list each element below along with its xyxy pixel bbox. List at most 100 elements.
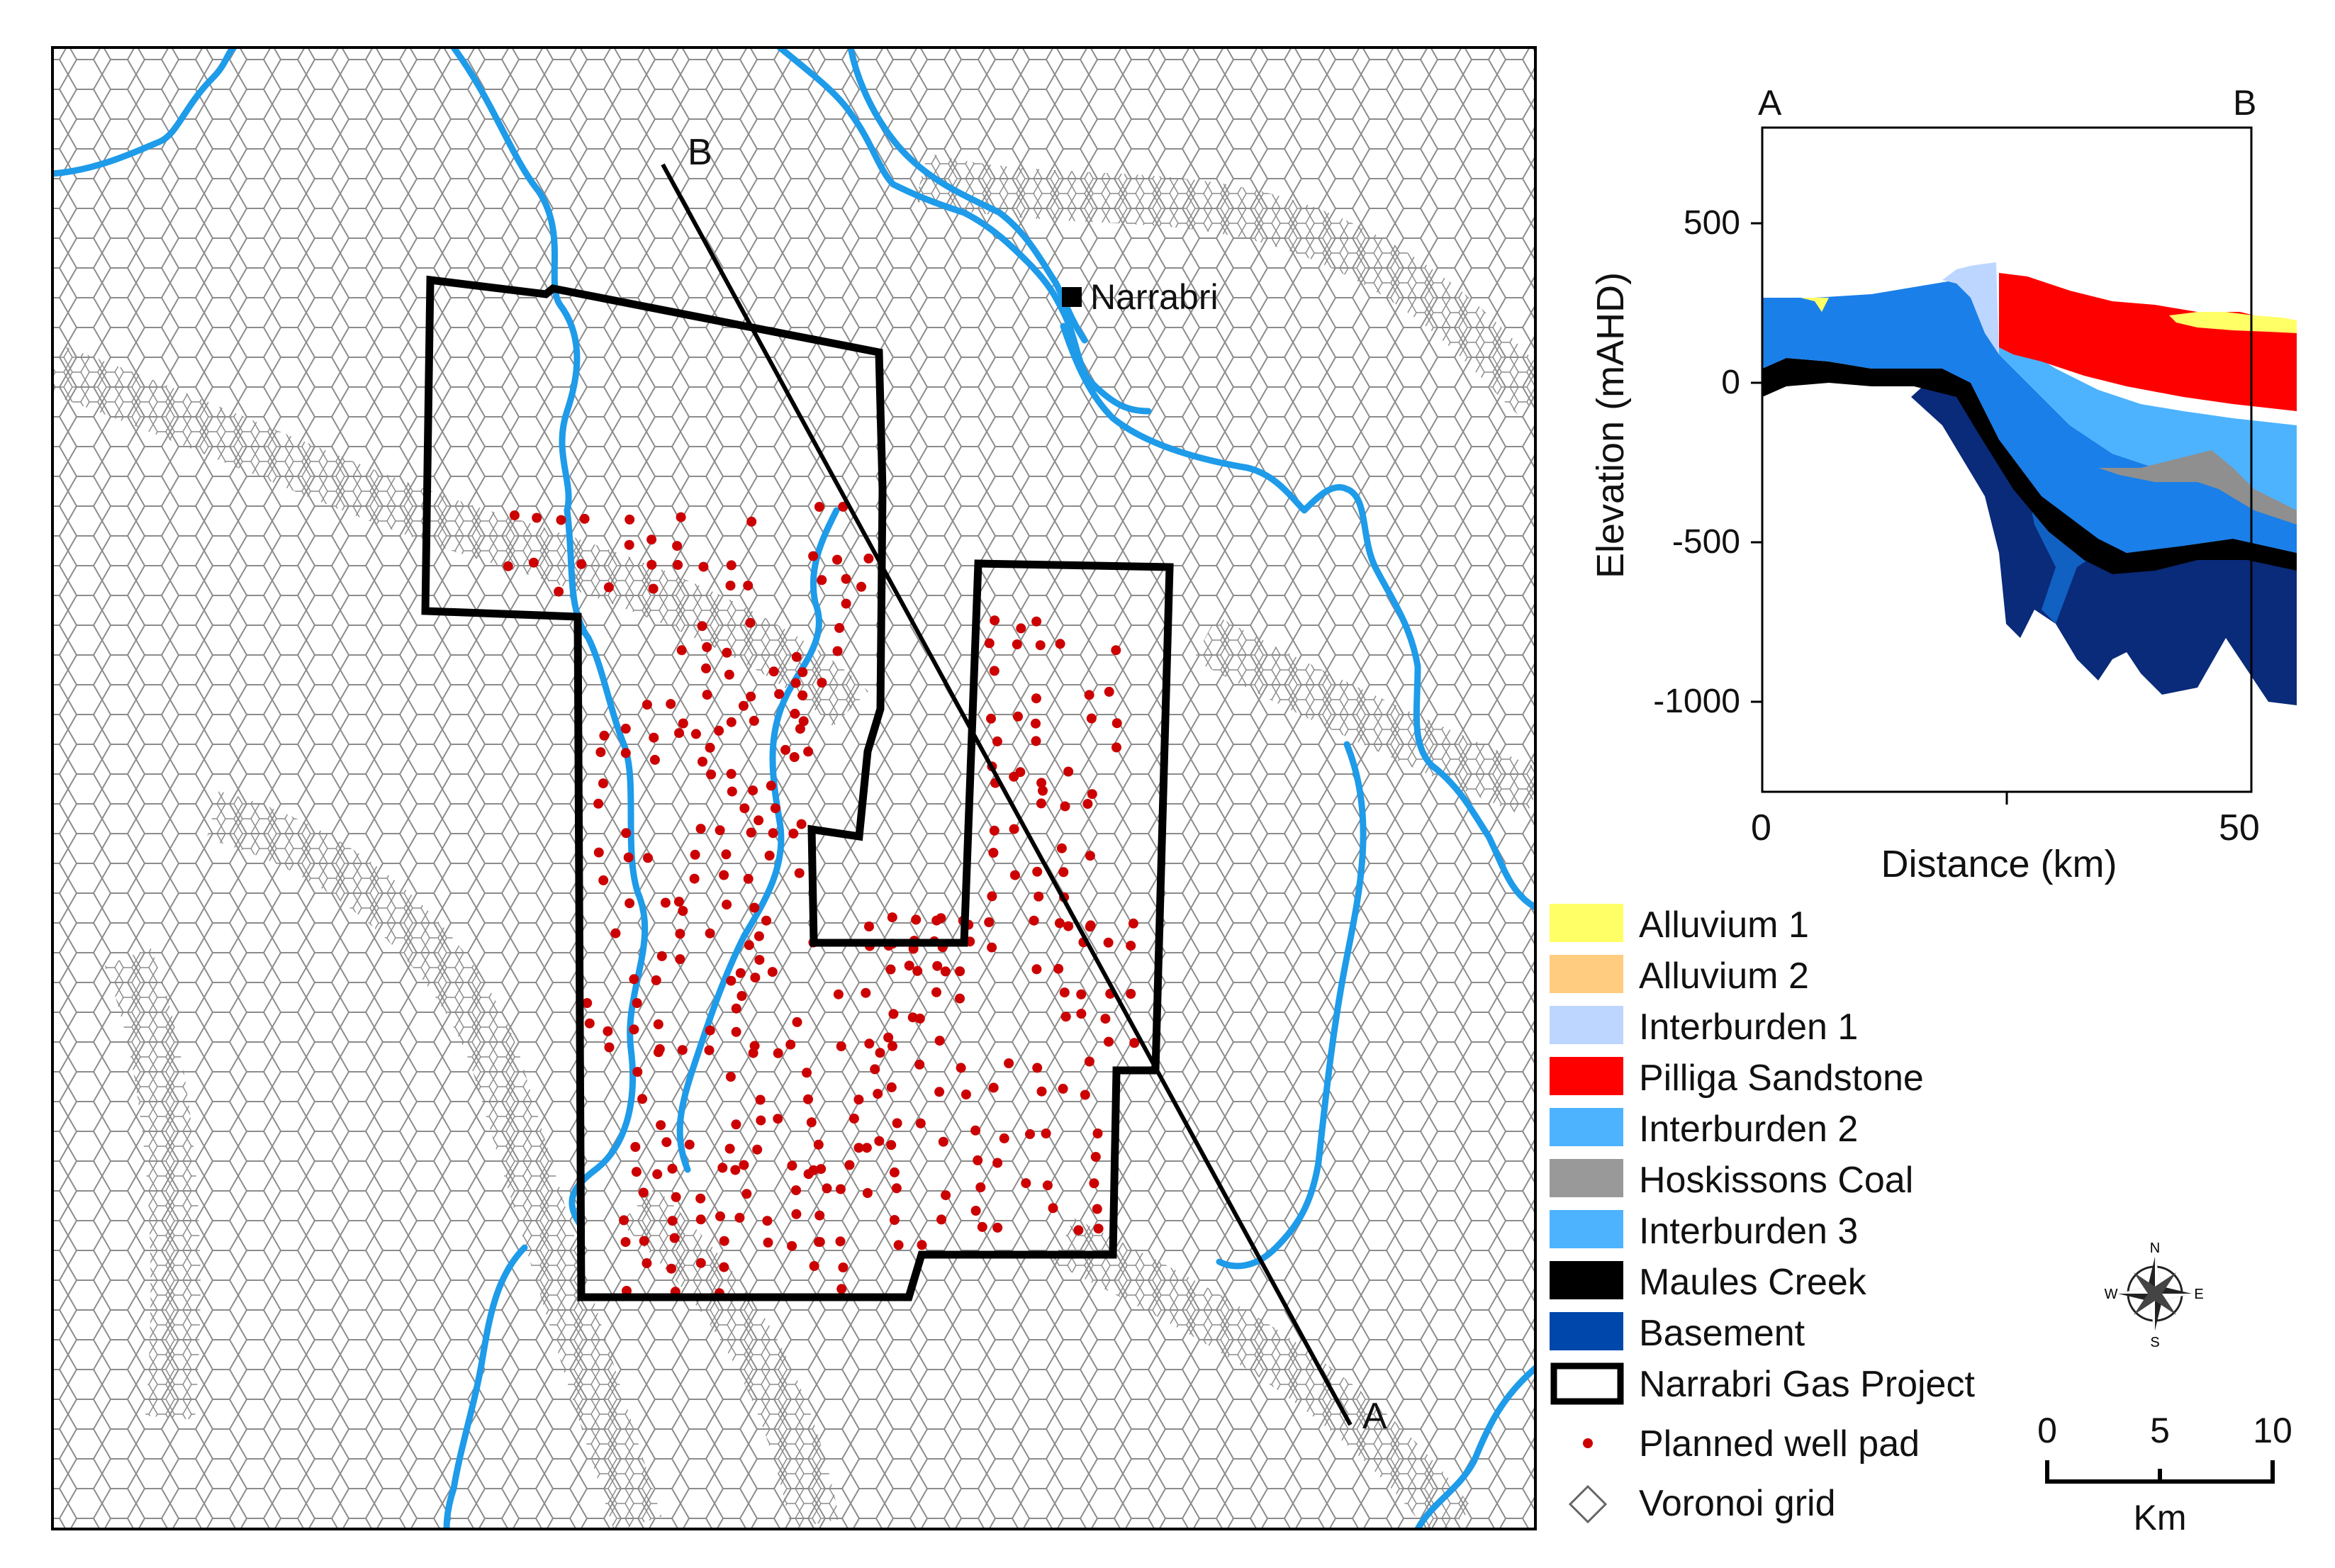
well-pad-dot: [722, 900, 732, 910]
well-pad-dot: [977, 1221, 987, 1232]
legend-swatch-maules-creek: [1550, 1261, 1623, 1299]
well-pad-dot: [1111, 718, 1122, 729]
well-pad-dot: [731, 1119, 741, 1130]
well-pad-dot: [675, 954, 685, 965]
well-pad-dot: [620, 723, 631, 734]
well-pad-dot: [833, 989, 844, 999]
well-pad-dot: [975, 1182, 986, 1192]
legend: Alluvium 1 Alluvium 2 Interburden 1 Pill…: [1550, 904, 1975, 1524]
well-pad-dot: [861, 987, 871, 998]
well-pad-dot: [987, 942, 997, 953]
well-pad-dot: [749, 902, 760, 913]
well-pad-dot: [725, 1072, 736, 1082]
well-pad-dot: [1060, 1012, 1071, 1022]
well-pad-dot: [625, 898, 635, 909]
well-pad-dot: [746, 691, 756, 702]
well-pad-dot: [889, 1215, 900, 1225]
well-pad-dot: [934, 1036, 945, 1046]
well-pad-dot: [822, 1183, 832, 1194]
legend-label-planned-well-pad: Planned well pad: [1639, 1423, 1920, 1465]
well-pad-dot: [724, 669, 734, 680]
well-pad-dot: [727, 786, 737, 797]
well-pad-dot: [660, 897, 671, 908]
well-pad-dot: [725, 581, 736, 591]
well-pad-dot: [1056, 843, 1067, 853]
well-pad-dot: [1076, 989, 1087, 999]
legend-swatch-pilliga-sandstone: [1550, 1057, 1623, 1095]
well-pad-dot: [651, 975, 661, 985]
scale-unit: Km: [2134, 1498, 2187, 1538]
well-pad-dot: [955, 966, 965, 977]
well-pad-dot: [763, 1237, 773, 1248]
well-pad-dot: [576, 559, 587, 569]
well-pad-dot: [932, 961, 943, 971]
well-pad-dot: [1025, 1129, 1035, 1139]
well-pad-dot: [887, 1041, 897, 1051]
well-pad-dot: [739, 1160, 749, 1170]
well-pad-dot: [695, 1193, 706, 1204]
legend-label-interburden-1: Interburden 1: [1639, 1007, 1858, 1048]
compass-north: N: [2150, 1241, 2160, 1256]
legend-label-pilliga-sandstone: Pilliga Sandstone: [1639, 1058, 1924, 1099]
well-pad-dot: [1092, 1204, 1102, 1214]
legend-label-interburden-3: Interburden 3: [1639, 1211, 1858, 1252]
well-pad-dot: [936, 1214, 946, 1225]
well-pad-dot: [730, 1165, 741, 1175]
well-pad-dot: [791, 1209, 802, 1219]
well-pad-dot: [666, 1263, 677, 1274]
y-tick-minus-1000: -1000: [1653, 683, 1740, 720]
well-pad-dot: [734, 1212, 745, 1223]
well-pad-dot: [808, 551, 819, 561]
well-pad-dot: [676, 645, 687, 656]
legend-item-narrabri-gas-project: Narrabri Gas Project: [1550, 1362, 1975, 1405]
well-pad-dot: [698, 756, 707, 767]
well-pad-dot: [790, 678, 801, 688]
well-pad-dot: [735, 968, 746, 978]
well-pad-dot: [674, 728, 684, 739]
well-pad-dot: [672, 541, 683, 551]
well-pad-dot: [726, 975, 737, 986]
well-pad-dot: [970, 1206, 981, 1216]
well-pad-dot: [817, 575, 827, 586]
well-pad-dot: [673, 559, 683, 570]
well-pad-dot: [593, 798, 604, 809]
well-pad-dot: [986, 713, 996, 724]
well-pad-dot: [702, 642, 712, 652]
cross-section-layers: [1762, 262, 2297, 705]
well-pad-dot: [532, 513, 542, 523]
well-pad-dot: [717, 1163, 728, 1173]
well-pad-dot: [915, 1118, 926, 1129]
well-pad-dot: [834, 622, 845, 633]
well-pad-dot: [836, 1284, 847, 1294]
well-pad-dot: [794, 868, 805, 878]
well-pad-dot: [624, 539, 634, 550]
narrabri-town-label: Narrabri: [1090, 277, 1219, 317]
well-pad-dot: [861, 1143, 872, 1153]
well-pad-dot: [1036, 778, 1047, 788]
well-pad-dot: [885, 964, 896, 975]
well-pad-dot: [631, 1167, 642, 1177]
well-pad-dot: [1080, 1090, 1090, 1100]
legend-item-pilliga-sandstone: Pilliga Sandstone: [1550, 1057, 1924, 1099]
compass-rose-icon: N S E W: [2105, 1241, 2204, 1350]
well-pad-dot: [643, 853, 653, 863]
well-pad-dot: [603, 1026, 613, 1036]
well-pad-dot: [749, 715, 759, 726]
well-pad-dot: [1029, 915, 1039, 926]
well-pad-dot: [856, 581, 866, 592]
well-pad-dot: [970, 1125, 981, 1136]
well-pad-dot: [642, 700, 652, 710]
well-pad-dot: [604, 1042, 615, 1053]
well-pad-dot: [739, 803, 750, 814]
layer-alluvium-1: [1801, 298, 2297, 333]
well-pad-dot: [1009, 870, 1020, 880]
legend-swatch-hoskissons-coal: [1550, 1159, 1623, 1197]
well-pad-dot: [931, 915, 942, 926]
well-pad-dot: [1093, 1223, 1104, 1234]
well-pad-dot: [656, 1120, 666, 1131]
well-pad-dot: [806, 1117, 817, 1128]
well-pad-dot: [750, 973, 761, 983]
well-pad-dot: [649, 732, 659, 743]
well-pad-dot: [598, 875, 609, 885]
well-pad-dot: [748, 785, 758, 796]
